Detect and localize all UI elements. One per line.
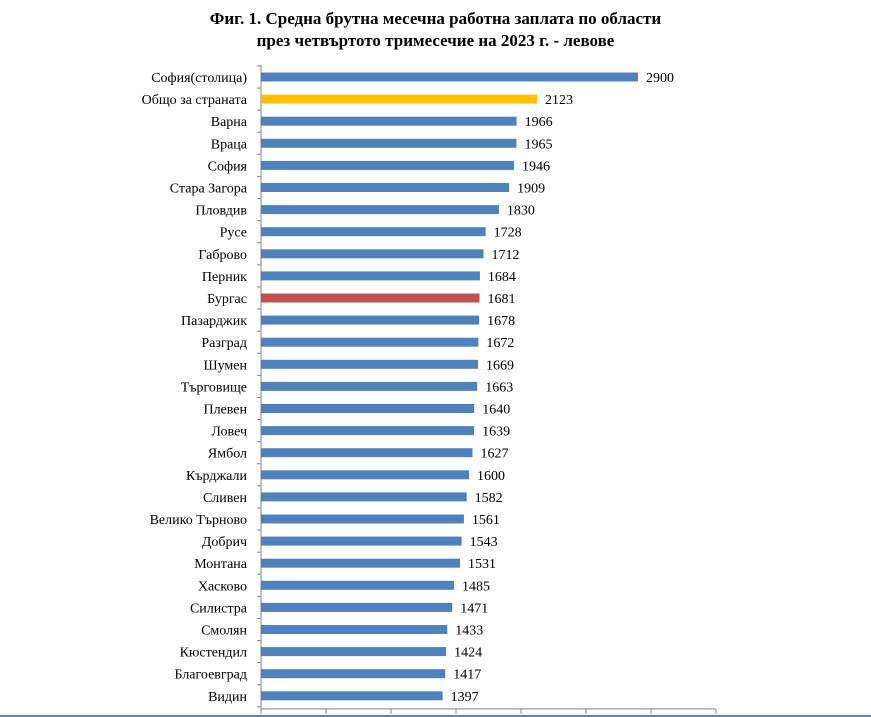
category-label: София (208, 159, 248, 174)
category-label: Габрово (198, 248, 247, 263)
bar (261, 293, 480, 303)
data-label: 1965 (524, 137, 552, 152)
category-label: Велико Търново (150, 513, 247, 528)
category-label: Сливен (203, 491, 248, 506)
data-label: 2123 (545, 93, 573, 108)
data-label: 1672 (486, 336, 514, 351)
bar (261, 647, 447, 657)
category-label: Хасково (198, 579, 247, 594)
data-label: 1417 (453, 668, 481, 683)
data-label: 1966 (525, 115, 553, 130)
category-label: Пазарджик (181, 314, 247, 329)
bar (261, 249, 484, 259)
bar (261, 602, 453, 612)
category-label: Русе (220, 226, 247, 241)
category-label: Плевен (203, 403, 247, 418)
data-label: 1909 (517, 182, 545, 197)
data-label: 1640 (482, 403, 510, 418)
bar (261, 205, 499, 215)
category-label: Пловдив (195, 204, 247, 219)
bar (261, 116, 517, 126)
category-label: Общо за страната (142, 93, 248, 108)
bar (261, 359, 478, 369)
category-label: Силистра (190, 601, 248, 616)
data-label: 1433 (455, 624, 483, 639)
category-label: Враца (211, 137, 248, 152)
data-label: 1681 (488, 292, 516, 307)
category-label: Варна (211, 115, 248, 130)
data-label: 1485 (462, 579, 490, 594)
chart-title: Фиг. 1. Средна брутна месечна работна за… (0, 8, 871, 52)
bar (261, 337, 479, 347)
bar (261, 625, 448, 634)
data-label: 1830 (507, 204, 535, 219)
category-label: Стара Загора (170, 182, 248, 197)
bar (261, 160, 514, 170)
data-label: 1627 (481, 447, 509, 462)
data-label: 2900 (646, 71, 674, 86)
chart-title-line-1: Фиг. 1. Средна брутна месечна работна за… (209, 9, 662, 28)
bar (261, 72, 638, 82)
data-label: 1712 (492, 248, 520, 263)
bar (261, 138, 517, 148)
data-label: 1669 (486, 358, 514, 373)
category-label: Кюстендил (180, 646, 247, 661)
category-label: София(столица) (151, 71, 247, 86)
data-label: 1678 (487, 314, 515, 329)
category-label: Разград (201, 336, 247, 351)
data-label: 1543 (470, 535, 498, 550)
data-label: 1728 (494, 226, 522, 241)
bar (261, 669, 446, 679)
data-label: 1946 (522, 159, 550, 174)
bar (261, 492, 467, 502)
category-label: Смолян (201, 624, 247, 639)
data-label: 1471 (460, 601, 488, 616)
data-label: 1663 (485, 380, 513, 395)
bar (261, 558, 461, 568)
category-label: Добрич (202, 535, 247, 550)
bar (261, 404, 475, 413)
category-label: Шумен (203, 358, 247, 373)
category-label: Търговище (181, 380, 247, 395)
data-label: 1600 (477, 469, 505, 484)
bar (261, 691, 443, 701)
category-label: Видин (208, 690, 247, 705)
chart-title-line-2: през четвъртото тримесечие на 2023 г. - … (256, 31, 615, 50)
data-label: 1582 (475, 491, 503, 506)
bar (261, 381, 478, 391)
data-label: 1424 (454, 646, 482, 661)
bar (261, 514, 464, 524)
category-label: Ловеч (211, 425, 247, 440)
category-label: Кърджали (186, 469, 248, 484)
bar (261, 183, 510, 192)
category-label: Бургас (207, 292, 247, 307)
category-label: Ямбол (208, 447, 247, 462)
data-label: 1397 (451, 690, 479, 705)
data-label: 1639 (482, 425, 510, 440)
bar (261, 536, 462, 546)
category-label: Благоевград (174, 668, 247, 683)
category-label: Монтана (194, 557, 248, 572)
data-label: 1531 (468, 557, 496, 572)
bar (261, 448, 473, 458)
bar (261, 94, 537, 104)
bar (261, 426, 475, 436)
category-label: Перник (202, 270, 247, 285)
data-label: 1561 (472, 513, 500, 528)
bar (261, 580, 455, 590)
bar (261, 315, 480, 325)
bar (261, 227, 486, 237)
bar (261, 470, 469, 480)
bar (261, 271, 480, 281)
data-label: 1684 (488, 270, 516, 285)
